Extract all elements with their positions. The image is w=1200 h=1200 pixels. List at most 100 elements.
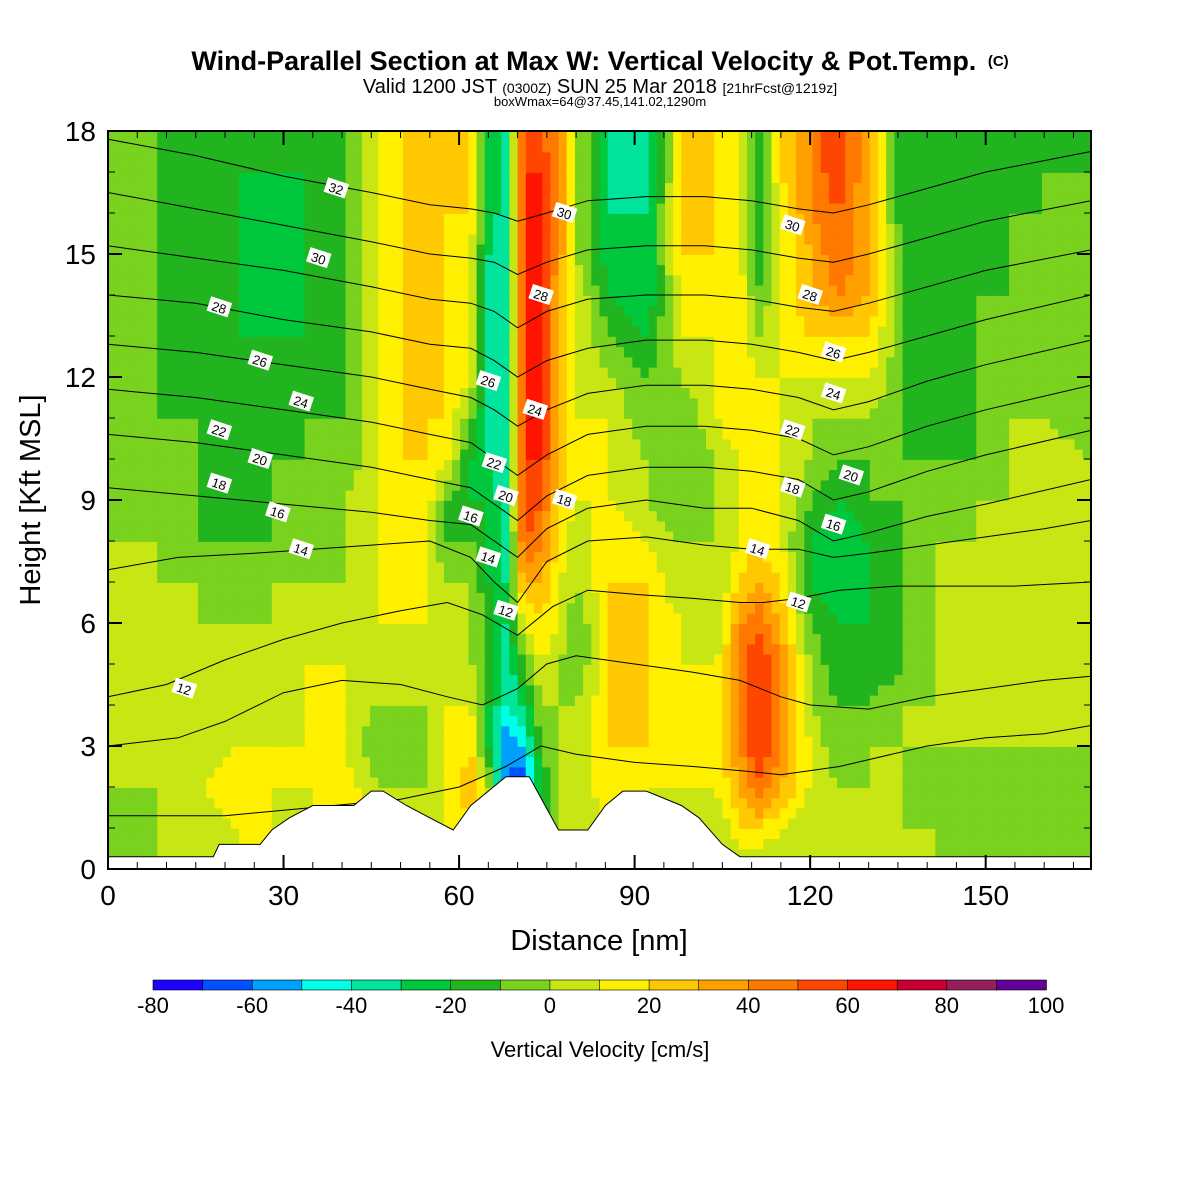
velocity-cell [460,530,470,542]
velocity-cell [624,315,634,327]
velocity-cell [574,776,584,788]
velocity-cell [427,397,437,409]
velocity-cell [263,172,273,184]
velocity-cell [255,746,265,758]
velocity-cell [181,694,191,706]
velocity-cell [222,766,232,778]
velocity-cell [296,571,306,583]
velocity-cell [165,243,175,255]
velocity-cell [370,541,380,553]
velocity-cell [394,387,404,399]
velocity-cell [140,520,150,532]
velocity-cell [411,735,421,747]
velocity-cell [435,592,445,604]
velocity-cell [337,602,347,614]
velocity-cell [624,489,634,501]
velocity-cell [116,202,126,214]
velocity-cell [591,448,601,460]
velocity-cell [525,746,535,758]
velocity-cell [607,192,617,204]
velocity-cell [165,848,175,860]
velocity-cell [443,756,453,768]
velocity-cell [599,674,609,686]
velocity-cell [288,776,298,788]
velocity-cell [173,182,183,194]
velocity-cell [280,264,289,276]
velocity-cell [312,284,322,296]
velocity-cell [591,633,601,645]
velocity-cell [640,161,650,173]
velocity-cell [460,295,470,307]
velocity-cell [566,633,576,645]
velocity-cell [566,530,576,542]
velocity-cell [435,694,445,706]
velocity-cell [280,623,289,635]
velocity-cell [288,735,298,747]
velocity-cell [468,418,478,430]
velocity-cell [312,387,322,399]
velocity-cell [452,428,461,440]
velocity-cell [656,520,666,532]
velocity-cell [304,141,314,153]
velocity-cell [419,694,429,706]
velocity-cell [558,418,568,430]
velocity-cell [435,776,445,788]
velocity-cell [550,530,560,542]
velocity-cell [558,387,568,399]
velocity-cell [574,571,584,583]
velocity-cell [239,807,249,819]
velocity-cell [337,643,347,655]
velocity-cell [296,325,306,337]
velocity-cell [558,325,568,337]
velocity-cell [255,397,265,409]
velocity-cell [534,510,543,522]
velocity-cell [402,530,412,542]
velocity-cell [648,428,658,440]
velocity-cell [116,551,126,563]
velocity-cell [534,192,543,204]
velocity-cell [402,161,412,173]
velocity-cell [173,325,183,337]
velocity-cell [271,612,281,624]
velocity-cell [321,787,330,799]
velocity-cell [304,479,314,491]
velocity-cell [361,315,371,327]
velocity-cell [132,643,142,655]
velocity-cell [607,305,617,317]
velocity-cell [550,315,560,327]
velocity-cell [304,797,314,809]
velocity-cell [239,131,249,143]
velocity-cell [476,428,486,440]
velocity-cell [402,520,412,532]
velocity-cell [615,766,625,778]
velocity-cell [378,336,388,348]
velocity-cell [280,182,289,194]
velocity-cell [386,366,396,378]
velocity-cell [181,541,191,553]
velocity-cell [132,161,142,173]
velocity-cell [116,397,126,409]
velocity-cell [280,469,289,481]
velocity-cell [452,233,461,245]
velocity-cell [493,233,502,245]
velocity-cell [173,500,183,512]
velocity-cell [189,305,199,317]
velocity-cell [615,336,625,348]
velocity-cell [484,336,494,348]
velocity-cell [288,192,298,204]
velocity-cell [337,664,347,676]
velocity-cell [435,469,445,481]
velocity-cell [386,725,396,737]
velocity-cell [361,489,371,501]
velocity-cell [337,295,347,307]
velocity-cell [124,797,134,809]
velocity-cell [165,284,175,296]
velocity-cell [280,356,289,368]
velocity-cell [484,561,494,573]
velocity-cell [247,274,257,286]
velocity-cell [132,377,142,389]
velocity-cell [665,397,674,409]
velocity-cell [173,817,183,829]
velocity-cell [296,612,306,624]
velocity-cell [288,602,298,614]
